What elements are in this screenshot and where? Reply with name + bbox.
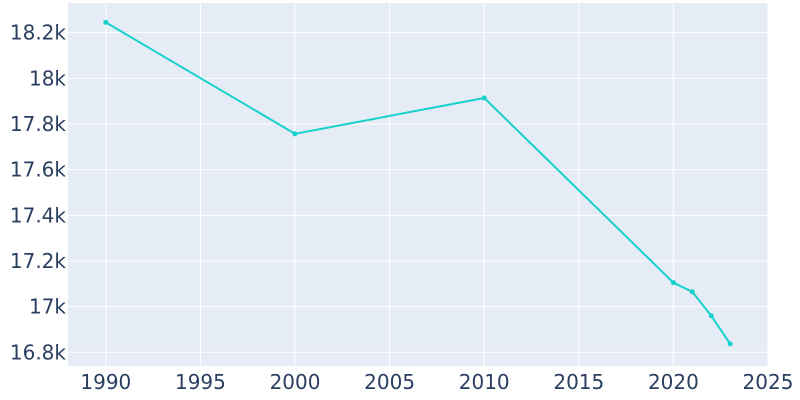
y-tick-label: 18k <box>29 66 66 90</box>
x-gridlines <box>105 3 769 366</box>
x-tick-label: 2010 <box>459 370 510 394</box>
data-point[interactable] <box>292 131 298 137</box>
y-tick-label: 17.6k <box>10 158 67 182</box>
y-axis-tick-labels: 16.8k 17k 17.2k 17.4k 17.6k 17.8k 18k 18.2k <box>10 21 67 365</box>
series-layer <box>103 19 733 347</box>
plot-area <box>68 3 768 366</box>
data-point[interactable] <box>670 280 676 286</box>
x-tick-label: 2005 <box>364 370 415 394</box>
data-point[interactable] <box>481 95 487 101</box>
x-axis-tick-labels: 1990 1995 2000 2005 2010 2015 2020 2025 <box>80 370 793 394</box>
x-tick-label: 2025 <box>743 370 794 394</box>
y-tick-label: 17.2k <box>10 249 67 273</box>
y-tick-label: 17k <box>29 295 66 319</box>
x-tick-label: 2015 <box>553 370 604 394</box>
data-point[interactable] <box>103 19 109 25</box>
y-tick-label: 18.2k <box>10 21 67 45</box>
x-tick-label: 1995 <box>175 370 226 394</box>
y-gridlines <box>68 32 768 353</box>
data-point[interactable] <box>727 341 733 347</box>
y-tick-label: 17.4k <box>10 203 67 227</box>
y-tick-label: 16.8k <box>10 340 67 364</box>
data-point[interactable] <box>689 289 695 295</box>
x-tick-label: 2020 <box>648 370 699 394</box>
x-tick-label: 2000 <box>270 370 321 394</box>
x-tick-label: 1990 <box>80 370 131 394</box>
y-tick-label: 17.8k <box>10 112 67 136</box>
data-point[interactable] <box>708 313 714 319</box>
